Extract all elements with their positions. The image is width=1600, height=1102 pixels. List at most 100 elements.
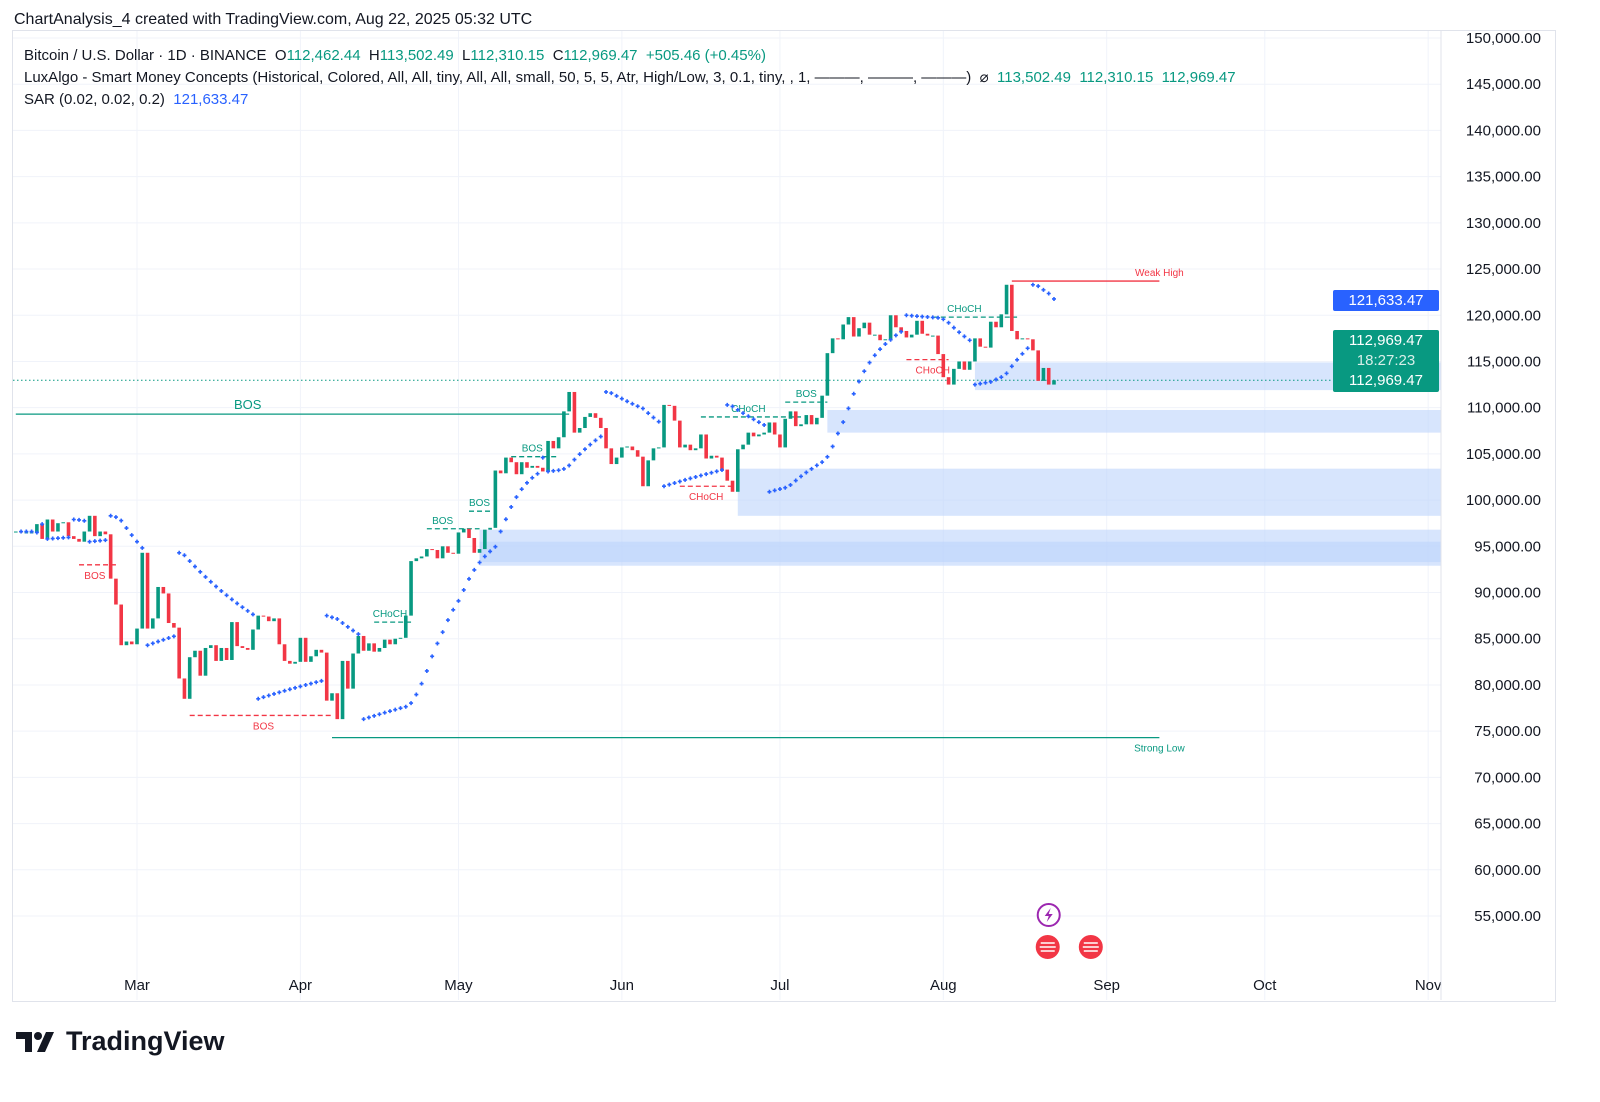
- sar-dot: [277, 690, 282, 695]
- us-flag-economic-event-icon[interactable]: [1035, 935, 1060, 959]
- candle: [293, 661, 297, 664]
- sar-dot: [124, 526, 129, 531]
- sar-dot: [34, 530, 39, 535]
- sar-dot: [677, 479, 682, 484]
- sar-dot: [714, 469, 719, 474]
- candle: [851, 317, 856, 337]
- candle: [530, 465, 535, 468]
- hidden-eye-slash-icon[interactable]: ⌀: [975, 69, 993, 86]
- sar-dot: [503, 517, 508, 522]
- candle: [456, 532, 461, 554]
- candle: [1025, 338, 1030, 340]
- sar-dot: [635, 404, 640, 409]
- candle: [172, 623, 176, 628]
- sar-dot: [303, 682, 308, 687]
- symbol-legend[interactable]: Bitcoin / U.S. Dollar · 1D · BINANCE O11…: [24, 47, 1424, 65]
- sar-dot: [366, 715, 371, 720]
- candle: [535, 465, 540, 468]
- sar-dot: [108, 513, 113, 518]
- bar-countdown: 18:27:23: [1356, 352, 1416, 369]
- sar-dot: [1004, 371, 1009, 376]
- candle: [414, 558, 419, 562]
- sar-dot: [435, 641, 440, 646]
- candle: [140, 552, 145, 629]
- structure-label: BOS: [796, 389, 817, 400]
- candle: [994, 321, 998, 328]
- sar-dot: [951, 325, 956, 330]
- sar-dot: [925, 314, 930, 319]
- symbol-name: Bitcoin / U.S. Dollar · 1D · BINANCE: [24, 47, 267, 64]
- candle: [419, 556, 424, 559]
- candle: [709, 455, 714, 459]
- candle: [219, 647, 224, 661]
- candle: [862, 322, 867, 329]
- us-flag-economic-event-icon[interactable]: [1078, 935, 1103, 959]
- sar-dot: [266, 693, 271, 698]
- candle: [941, 354, 946, 378]
- candle: [978, 338, 983, 347]
- sar-dot: [930, 315, 935, 320]
- sar-dot: [535, 471, 540, 476]
- sar-dot: [725, 402, 730, 407]
- sar-dot: [609, 391, 614, 396]
- sar-dot: [472, 567, 477, 572]
- sar-dot: [756, 420, 761, 425]
- sar-dot: [66, 535, 71, 540]
- sar-dot: [161, 637, 166, 642]
- candle: [609, 448, 614, 465]
- candle: [741, 444, 745, 450]
- sar-dot: [87, 539, 92, 544]
- candle: [203, 647, 208, 676]
- candle: [577, 428, 582, 433]
- sar-dot: [398, 706, 403, 711]
- smc-indicator-name: LuxAlgo - Smart Money Concepts (Historic…: [24, 69, 972, 86]
- tradingview-wordmark: TradingView: [66, 1026, 225, 1056]
- sar-dot: [683, 477, 688, 482]
- candle: [245, 647, 250, 650]
- sar-dot: [240, 605, 245, 610]
- candle: [646, 460, 650, 487]
- y-tick-label: 140,000.00: [1466, 122, 1541, 139]
- open-value: 112,462.44: [286, 47, 361, 64]
- candle: [235, 622, 239, 647]
- y-tick-label: 65,000.00: [1474, 816, 1541, 833]
- candle: [403, 615, 408, 638]
- sar-dot: [351, 628, 356, 633]
- sar-dot: [598, 434, 603, 439]
- candle: [330, 693, 334, 701]
- order-block-zone: [479, 541, 1441, 563]
- sar-dot: [835, 431, 840, 436]
- candle: [314, 649, 318, 657]
- candle: [93, 515, 97, 537]
- y-tick-label: 100,000.00: [1466, 492, 1541, 509]
- sar-dot: [751, 417, 756, 422]
- sar-dot: [946, 320, 951, 325]
- smc-indicator-legend[interactable]: LuxAlgo - Smart Money Concepts (Historic…: [24, 69, 1424, 87]
- sar-dot: [830, 444, 835, 449]
- sar-dot: [519, 487, 524, 492]
- candle: [546, 440, 550, 472]
- y-tick-label: 135,000.00: [1466, 169, 1541, 186]
- candle: [873, 334, 877, 336]
- sar-dot: [983, 380, 988, 385]
- candle: [904, 330, 909, 338]
- sar-dot: [361, 717, 366, 722]
- legend-panel: Bitcoin / U.S. Dollar · 1D · BINANCE O11…: [24, 47, 1424, 109]
- sar-dot: [561, 466, 566, 471]
- sar-dot: [572, 457, 577, 462]
- candle: [224, 647, 229, 660]
- sar-dot: [577, 452, 582, 457]
- candle: [620, 447, 624, 458]
- last-price-badge: 112,969.47 18:27:23 112,969.47: [1333, 330, 1439, 392]
- candle: [936, 335, 940, 355]
- sar-dot: [994, 377, 999, 382]
- lightning-event-icon[interactable]: [1036, 903, 1061, 927]
- candle: [346, 660, 350, 689]
- candle: [525, 462, 529, 468]
- sar-indicator-legend[interactable]: SAR (0.02, 0.02, 0.2) 121,633.47: [24, 91, 1424, 109]
- candle: [198, 650, 203, 676]
- structure-label: BOS: [469, 498, 490, 509]
- candle: [340, 660, 345, 720]
- candle: [693, 448, 698, 451]
